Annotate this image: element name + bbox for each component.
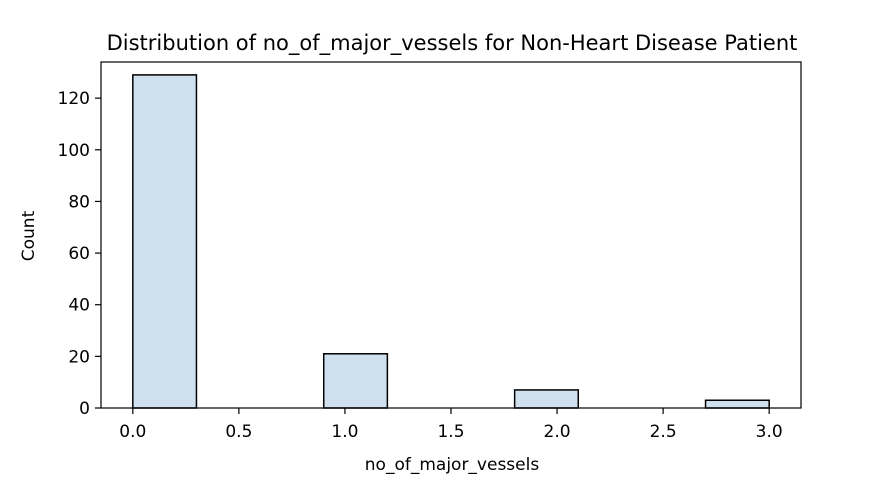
x-axis-ticks: 0.0 0.5 1.0 1.5 2.0 2.5 3.0	[119, 408, 783, 442]
histogram-bar-1	[322, 353, 389, 409]
x-tick-label: 0.5	[225, 422, 252, 442]
y-axis-ticks: 0 20 40 60 80 100 120	[58, 89, 101, 419]
x-tick-label: 2.0	[544, 422, 571, 442]
histogram-bar-3	[704, 399, 770, 409]
chart-title: Distribution of no_of_major_vessels for …	[107, 31, 798, 56]
y-tick-label: 120	[58, 89, 90, 109]
bars-group	[132, 74, 770, 409]
histogram-bar-0	[132, 74, 198, 409]
x-tick-label: 1.0	[331, 422, 358, 442]
y-tick-label: 0	[79, 399, 90, 419]
y-tick-label: 20	[68, 347, 90, 367]
y-axis-label: Count	[19, 210, 39, 261]
histogram-bar-2	[513, 389, 580, 409]
plot-frame	[100, 61, 802, 409]
x-tick-label: 2.5	[650, 422, 677, 442]
y-tick-label: 100	[58, 141, 90, 161]
y-tick-label: 80	[68, 192, 90, 212]
x-axis-label: no_of_major_vessels	[365, 455, 540, 475]
x-tick-label: 3.0	[756, 422, 783, 442]
y-tick-label: 60	[68, 244, 90, 264]
x-tick-label: 0.0	[119, 422, 146, 442]
y-tick-label: 40	[68, 296, 90, 316]
x-tick-label: 1.5	[437, 422, 464, 442]
